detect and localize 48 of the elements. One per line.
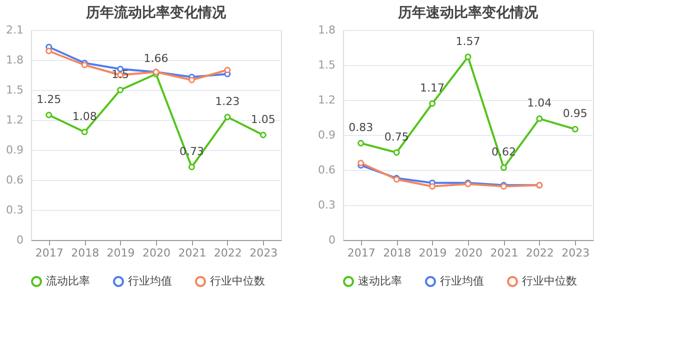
data-label: 0.83 bbox=[348, 121, 374, 134]
chart-title: 历年流动比率变化情况 bbox=[85, 4, 227, 21]
x-tick-label: 2018 bbox=[71, 246, 100, 260]
legend-label: 流动比率 bbox=[46, 274, 90, 288]
data-label: 0.75 bbox=[384, 130, 409, 144]
y-tick-label: 0.3 bbox=[6, 204, 24, 216]
y-tick-label: 0 bbox=[16, 234, 24, 246]
x-tick-label: 2020 bbox=[454, 246, 482, 260]
x-tick-label: 2019 bbox=[418, 246, 447, 260]
y-tick-label: 1.2 bbox=[318, 94, 336, 106]
y-tick-label: 1.5 bbox=[6, 84, 24, 96]
x-tick-label: 2021 bbox=[178, 246, 206, 260]
y-tick-label: 1.5 bbox=[318, 58, 336, 72]
chart-title: 历年速动比率变化情况 bbox=[397, 4, 539, 21]
y-tick-label: 0.6 bbox=[6, 174, 24, 186]
x-tick-label: 2017 bbox=[35, 246, 64, 260]
x-tick-label: 2019 bbox=[106, 246, 135, 260]
data-label: 1.17 bbox=[420, 82, 445, 94]
legend-label: 行业中位数 bbox=[210, 274, 265, 288]
x-tick-label: 2017 bbox=[347, 246, 376, 260]
x-tick-label: 2023 bbox=[250, 246, 278, 260]
y-tick-label: 0.6 bbox=[318, 164, 336, 176]
data-label: 0.95 bbox=[562, 107, 588, 120]
data-label: 1.66 bbox=[144, 52, 168, 65]
legend-label: 行业中位数 bbox=[522, 274, 577, 288]
x-tick-label: 2020 bbox=[142, 246, 170, 260]
data-label: 1.25 bbox=[36, 93, 62, 106]
legend-label: 行业均值 bbox=[440, 274, 484, 288]
x-tick-label: 2022 bbox=[526, 246, 554, 260]
data-label: 1.04 bbox=[527, 96, 552, 110]
x-tick-label: 2021 bbox=[490, 246, 518, 260]
data-label: 1.08 bbox=[72, 110, 97, 123]
data-label: 1.23 bbox=[215, 95, 240, 108]
data-label: 1.57 bbox=[456, 34, 480, 48]
legend-label: 行业均值 bbox=[128, 274, 172, 288]
y-tick-label: 1.2 bbox=[6, 114, 24, 126]
y-tick-label: 1.8 bbox=[318, 24, 336, 36]
y-tick-label: 2.1 bbox=[6, 24, 24, 36]
x-tick-label: 2023 bbox=[562, 246, 590, 260]
y-tick-label: 0.9 bbox=[6, 144, 24, 156]
y-tick-label: 0 bbox=[328, 234, 336, 246]
x-tick-label: 2018 bbox=[383, 246, 412, 260]
data-label: 1.05 bbox=[250, 113, 276, 126]
y-tick-label: 0.9 bbox=[318, 128, 336, 142]
legend-label: 速动比率 bbox=[358, 274, 402, 288]
x-tick-label: 2022 bbox=[214, 246, 242, 260]
y-tick-label: 0.3 bbox=[318, 198, 336, 212]
y-tick-label: 1.8 bbox=[6, 54, 24, 66]
